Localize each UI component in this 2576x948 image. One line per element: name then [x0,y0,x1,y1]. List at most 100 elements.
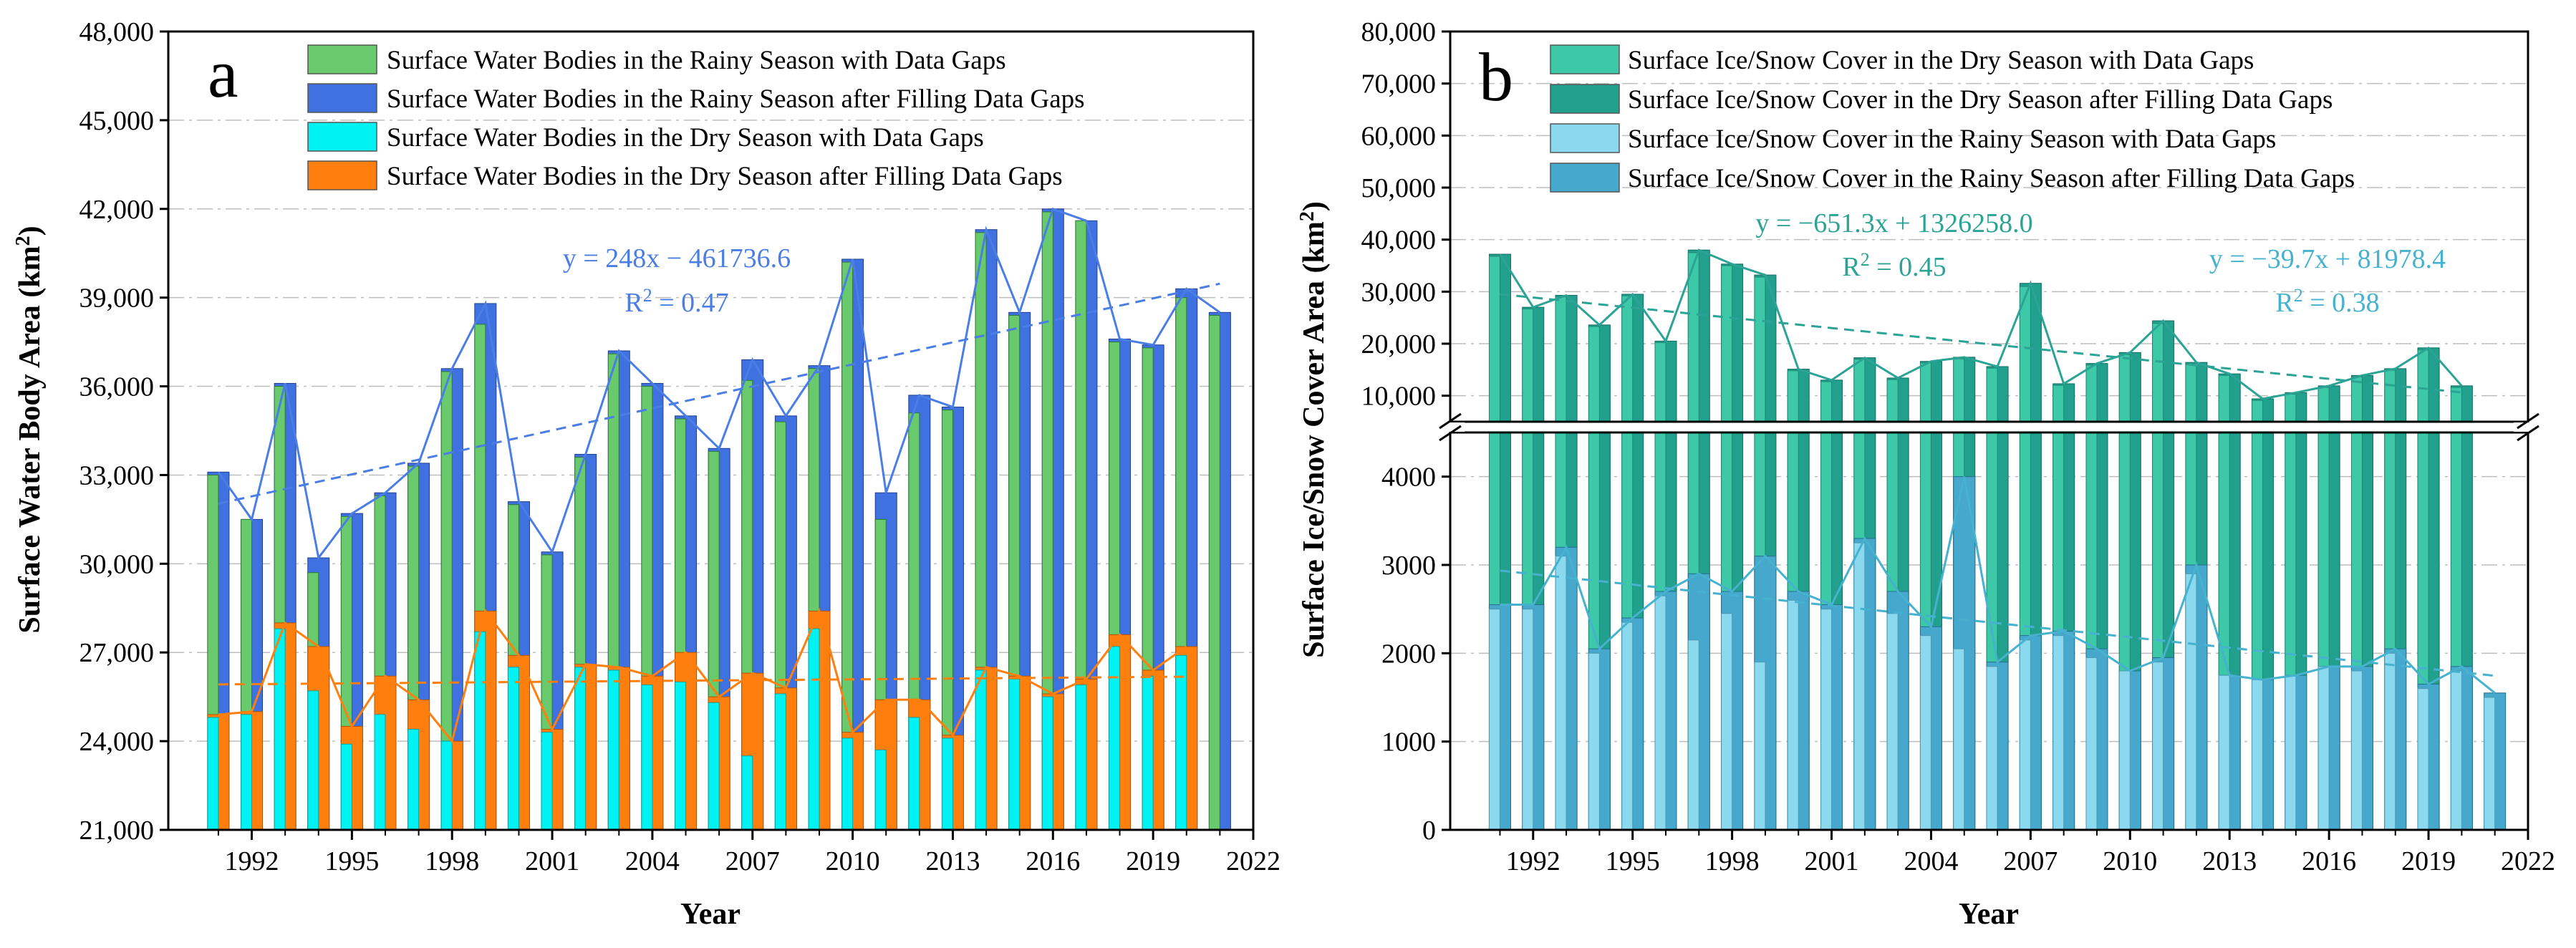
bar-a-dry-gaps [340,743,352,831]
bar-a-dry-gaps [708,702,720,831]
panel-a-trendlines [218,282,1220,686]
bar-a-rainy-gaps [1208,314,1220,831]
panel-a-r2-label: R [624,288,643,318]
bar-b-rainy-gaps [1555,556,1567,831]
bar-a-dry-gaps [407,729,420,831]
panel-a-x-tick-label: 2001 [525,846,579,876]
panel-b-x-tick-label: 1998 [1705,846,1760,876]
bar-a-dry-gaps [1008,678,1021,831]
panel-b-x-tick-label: 2022 [2501,846,2555,876]
panel-b-bars [1488,249,2507,831]
bar-b-dry-gaps-upper [2285,393,2297,422]
panel-b-upper-y-tick-label: 40,000 [1361,226,1437,256]
bar-a-dry-gaps [641,685,653,831]
panel-a-y-tick-label: 30,000 [79,549,155,579]
legend-a-label-2: Surface Water Bodies in the Rainy Season… [387,84,1085,114]
bar-b-rainy-gaps [2317,666,2330,831]
bar-b-dry-gaps-upper [1787,370,1799,422]
panel-a-y-tick-label: 36,000 [79,372,155,402]
bar-b-rainy-gaps [2052,635,2065,831]
bar-b-dry-gaps-upper [1886,379,1899,422]
panel-b-lower-y-tick-label: 3000 [1381,551,1436,581]
panel-a-plot-frame [167,30,1255,831]
bar-b-rainy-gaps [2019,639,2031,831]
panel-a-x-tick-label: 2010 [826,846,880,876]
bar-a-dry-gaps [975,669,987,831]
bar-b-dry-gaps-upper [2417,349,2429,422]
panel-b-x-tick-label: 2016 [2302,846,2356,876]
bar-a-dry-gaps [1075,685,1087,831]
panel-b-lower-y-tick-label: 4000 [1381,463,1436,493]
bar-b-dry-gaps-upper [1754,276,1766,422]
bar-b-rainy-gaps [1621,621,1634,831]
panel-a-r2-sup: 2 [643,285,652,306]
bar-b-rainy-gaps [2085,657,2098,831]
bar-a-dry-gaps [1142,675,1154,831]
legend-a-label-3: Surface Water Bodies in the Dry Season w… [387,123,984,153]
legend-b-label-4: Surface Ice/Snow Cover in the Rainy Seas… [1628,164,2355,193]
panel-b-x-tick-label: 1995 [1606,846,1660,876]
bar-b-dry-gaps-upper [2152,323,2164,422]
bar-a-dry-gaps [241,714,253,831]
trendline-a-rainy [218,282,1220,505]
bar-a-dry-gaps [374,714,386,831]
panel-a-x-tick-label: 2013 [925,846,980,876]
line-a-rainy-series [217,207,1221,561]
panel-b-dry-trend-r2: R2 = 0.45 [1842,249,1946,282]
bar-b-dry-gaps-upper [2350,377,2363,422]
bar-b-dry-gaps-upper [1654,342,1666,422]
panel-b-x-tick-label: 2010 [2103,846,2157,876]
bar-b-dry-gaps-upper [1522,308,1534,422]
panel-b-lower-y-tick-label: 2000 [1381,639,1436,669]
panel-b-break-mark-right-2 [2517,425,2539,442]
trendline-a-dry [218,675,1187,686]
bar-b-dry-gaps-upper [1986,367,1998,422]
bar-a-dry-gaps [1041,696,1053,831]
bar-b-dry-gaps-upper [2252,400,2264,422]
panel-b-lower-y-tick-label: 0 [1422,816,1436,846]
panel-b-x-tick-label: 2001 [1805,846,1859,876]
bar-b-rainy-gaps [1886,613,1899,831]
bar-a-dry-gaps [307,690,319,831]
legend-b-swatch-2 [1550,84,1620,114]
bar-a-dry-gaps [908,717,920,831]
panel-b-y-axis-title-main: Surface Ice/Snow Cover Area (km [1298,221,1331,658]
bar-b-rainy-gaps [2285,674,2297,831]
bar-b-rainy-gaps [1919,635,1931,831]
panel-b-trendlines [1500,293,2495,677]
bar-b-dry-gaps-upper [1721,265,1733,422]
panel-b-legend: Surface Ice/Snow Cover in the Dry Season… [1550,44,2355,193]
panel-a-x-tick-label: 2022 [1226,846,1280,876]
panel-a-chart: 21,000 24,000 27,000 30,000 33,000 36,000 39,0… [12,17,1280,931]
bar-b-dry-gaps-upper [2218,374,2230,422]
panel-b-x-ticks: 1992 1995 1998 2001 2004 2007 2010 2013 2016 2019… [1499,830,2555,876]
panel-b-x-tick-label: 2019 [2401,846,2456,876]
panel-a-x-tick-label: 2007 [725,846,780,876]
trendline-b-dry [1500,293,2462,394]
bar-b-dry-gaps-upper [1820,381,1833,422]
panel-a-series-lines [217,207,1221,744]
bar-b-dry-gaps-upper [2118,354,2131,422]
panel-a-y-axis-close: ) [14,226,47,236]
bar-b-rainy-gaps [1488,609,1500,831]
panel-a-y-ticks: 21,000 24,000 27,000 30,000 33,000 36,000 39,0… [79,17,168,846]
bar-b-dry-gaps-upper [1953,358,1965,422]
legend-a-label-1: Surface Water Bodies in the Rainy Season… [387,46,1006,75]
bar-b-rainy-gaps [1787,599,1799,831]
bar-b-dry-gaps-upper [1555,296,1567,422]
panel-b-lower-y-tick-label: 1000 [1381,727,1436,758]
panel-a-y-axis-unit-sup: 2 [12,236,34,246]
bar-a-dry-gaps [1109,646,1121,831]
bar-b-rainy-gaps [2218,674,2230,831]
panel-b-upper-y-tick-label: 80,000 [1361,17,1437,47]
panel-a-y-tick-label: 33,000 [79,460,155,490]
panel-b-break-mark-left-1 [1439,412,1462,430]
panel-b-rainy-trend-r2: R2 = 0.38 [2275,285,2379,318]
bar-b-dry-gaps-upper [2384,369,2396,422]
bar-b-dry-gaps-upper [2052,384,2065,422]
bar-a-dry-gaps [675,682,687,831]
panel-a-x-ticks: 1992 1995 1998 2001 2004 2007 2010 2013 2016 2019… [217,830,1280,876]
legend-b-label-2: Surface Ice/Snow Cover in the Dry Season… [1628,85,2333,115]
panel-a-x-tick-label: 2004 [625,846,680,876]
